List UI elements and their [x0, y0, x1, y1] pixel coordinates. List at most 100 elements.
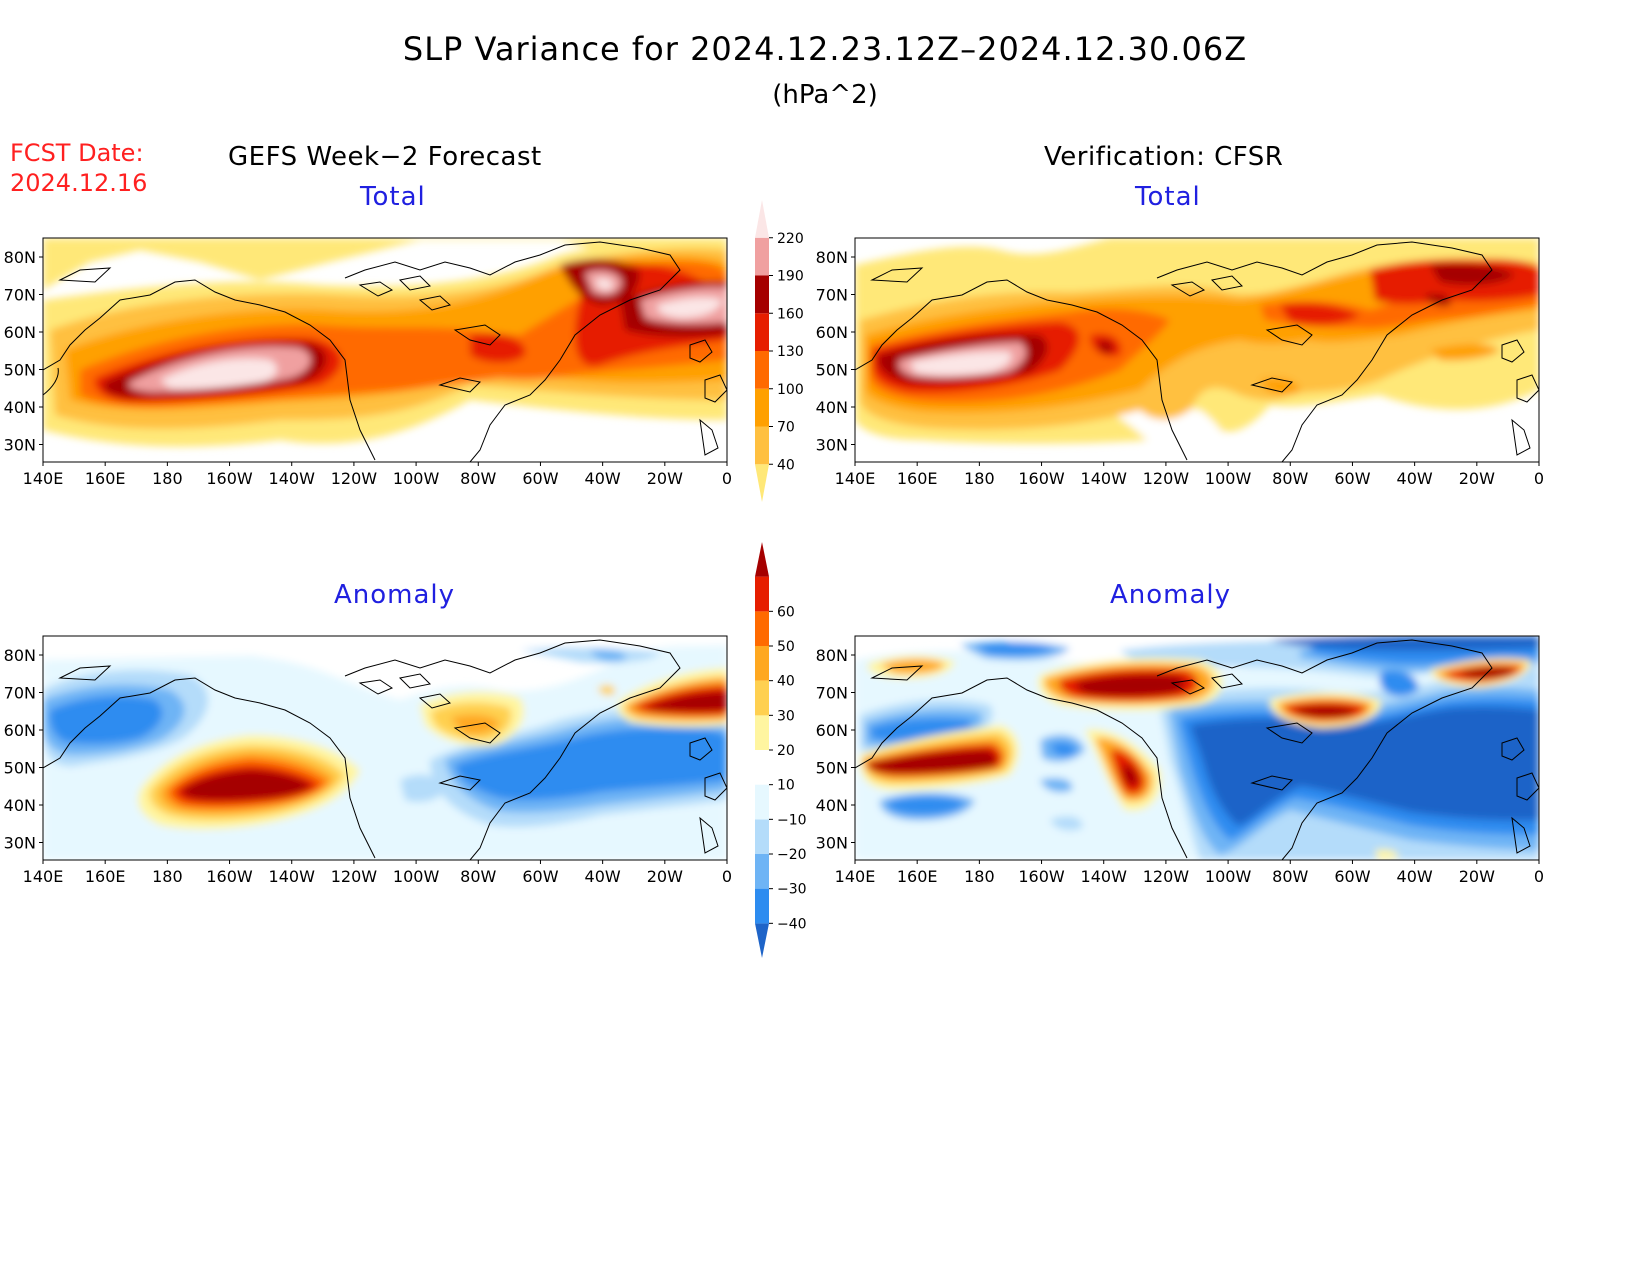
verification-column-title: Verification: CFSR	[1044, 142, 1284, 172]
forecast-total-subtitle: Total	[360, 182, 426, 212]
lat-tick-label: 40N	[816, 398, 848, 417]
lon-tick-label: 0	[722, 469, 732, 488]
lon-tick-label: 100W	[393, 469, 440, 488]
lon-tick-label: 20W	[647, 469, 683, 488]
lat-tick-label: 30N	[4, 834, 36, 853]
colorbar-band	[755, 426, 769, 465]
lat-tick-label: 80N	[4, 248, 36, 267]
lon-tick-label: 60W	[522, 469, 558, 488]
lon-tick-label: 140W	[1081, 867, 1128, 886]
colorbar-band	[755, 819, 769, 854]
lon-tick-label: 140E	[23, 867, 64, 886]
colorbar-total: 40 70 100 130 160 190 220	[755, 200, 804, 502]
lon-tick-label: 160E	[897, 469, 938, 488]
forecast-date-value: 2024.12.16	[10, 169, 148, 197]
colorbar-band	[755, 542, 769, 577]
lon-tick-label: 40W	[585, 469, 621, 488]
lon-tick-label: 0	[1534, 867, 1544, 886]
colorbar-level-label: 100	[777, 382, 804, 398]
lat-tick-label: 30N	[816, 436, 848, 455]
lat-tick-label: 80N	[816, 248, 848, 267]
colorbar-level-label: −20	[777, 847, 807, 863]
lon-tick-label: 120W	[331, 469, 378, 488]
lat-tick-label: 40N	[816, 796, 848, 815]
colorbar-band	[755, 680, 769, 716]
lon-tick-label: 140W	[269, 469, 316, 488]
lon-tick-label: 20W	[647, 867, 683, 886]
lon-tick-label: 120W	[331, 867, 378, 886]
lon-tick-label: 120W	[1143, 469, 1190, 488]
lon-tick-label: 140W	[1081, 469, 1128, 488]
lon-tick-label: 160E	[897, 867, 938, 886]
lat-tick-label: 30N	[816, 834, 848, 853]
verification-total-map	[855, 238, 1539, 462]
colorbar-band	[755, 750, 769, 785]
lon-tick-label: 180	[152, 867, 183, 886]
colorbar-band	[755, 237, 769, 276]
colorbar-band	[755, 923, 769, 958]
lat-tick-label: 70N	[4, 684, 36, 703]
colorbar-level-label: 60	[777, 604, 795, 620]
lon-tick-label: 80W	[1272, 469, 1308, 488]
verification-total-subtitle: Total	[1135, 182, 1201, 212]
colorbar-level-label: −30	[777, 882, 807, 898]
lon-tick-label: 160W	[1018, 469, 1065, 488]
colorbar-level-label: −40	[777, 916, 807, 932]
lon-tick-label: 180	[964, 867, 995, 886]
colorbar-level-label: 50	[777, 639, 795, 655]
colorbar-level-label: 40	[777, 457, 795, 473]
lon-tick-label: 140E	[835, 867, 876, 886]
lat-tick-label: 60N	[4, 721, 36, 740]
colorbar-level-label: 220	[777, 231, 804, 247]
lon-tick-label: 60W	[1334, 469, 1370, 488]
lon-tick-label: 100W	[393, 867, 440, 886]
lon-tick-label: 0	[1534, 469, 1544, 488]
colorbar-band	[755, 888, 769, 924]
colorbar-level-label: 30	[777, 708, 795, 724]
colorbar-band	[755, 313, 769, 351]
colorbar-level-label: 190	[777, 269, 804, 285]
colorbar-level-label: −10	[777, 812, 807, 828]
lon-tick-label: 160W	[206, 469, 253, 488]
lat-tick-label: 30N	[4, 436, 36, 455]
lon-tick-label: 40W	[1397, 867, 1433, 886]
lon-tick-label: 160W	[206, 867, 253, 886]
colorbar-band	[755, 576, 769, 612]
colorbar-level-label: 160	[777, 306, 804, 322]
verification-total-frame	[854, 237, 1540, 463]
lon-tick-label: 180	[152, 469, 183, 488]
forecast-total-frame	[42, 237, 728, 463]
lon-tick-label: 140E	[835, 469, 876, 488]
lon-tick-label: 140E	[23, 469, 64, 488]
colorbar-band	[755, 275, 769, 314]
lat-tick-label: 50N	[4, 759, 36, 778]
lon-tick-label: 100W	[1205, 867, 1252, 886]
colorbar-band	[755, 200, 769, 238]
colorbar-band	[755, 388, 769, 427]
lat-tick-label: 70N	[816, 286, 848, 305]
forecast-date: FCST Date: 2024.12.16	[10, 138, 147, 198]
colorbar-band	[755, 611, 769, 646]
forecast-anomaly-subtitle: Anomaly	[334, 580, 456, 610]
colorbar-level-label: 10	[777, 778, 795, 794]
forecast-anomaly-frame	[42, 635, 728, 861]
lat-tick-label: 40N	[4, 796, 36, 815]
verification-anomaly-subtitle: Anomaly	[1110, 580, 1232, 610]
lon-tick-label: 180	[964, 469, 995, 488]
lat-tick-label: 80N	[4, 646, 36, 665]
lon-tick-label: 60W	[522, 867, 558, 886]
colorbar-level-label: 130	[777, 344, 804, 360]
lat-tick-label: 60N	[816, 323, 848, 342]
lon-tick-label: 140W	[269, 867, 316, 886]
axis-labels: 80N 70N 60N 50N 40N 30N 140E 160E 180 160W 140W 120…	[4, 248, 1544, 886]
lon-tick-label: 160E	[85, 469, 126, 488]
lon-tick-label: 120W	[1143, 867, 1190, 886]
lon-tick-label: 60W	[1334, 867, 1370, 886]
lon-tick-label: 40W	[1397, 469, 1433, 488]
lon-tick-label: 100W	[1205, 469, 1252, 488]
colorbar-band	[755, 854, 769, 889]
lat-tick-label: 70N	[4, 286, 36, 305]
colorbar-band	[755, 646, 769, 681]
lat-tick-label: 70N	[816, 684, 848, 703]
lat-tick-label: 40N	[4, 398, 36, 417]
